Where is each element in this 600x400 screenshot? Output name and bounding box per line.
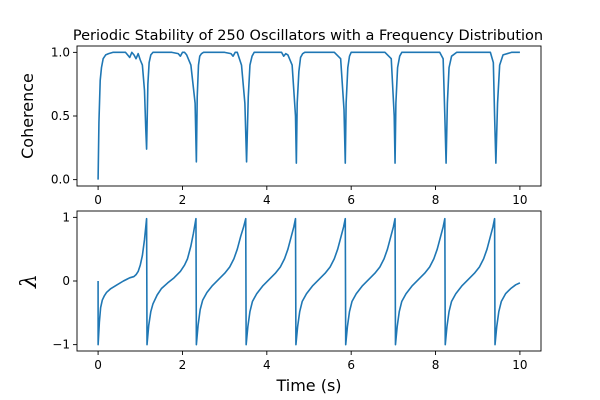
coherence-y-tick-label: 1.0 xyxy=(51,45,70,59)
lambda-x-tick-label: 6 xyxy=(347,358,355,372)
lambda-series-line xyxy=(97,217,521,346)
lambda-y-tick-label: −1 xyxy=(52,338,70,352)
coherence-x-tick-label: 2 xyxy=(179,193,187,207)
lambda-y-axis-label: λ xyxy=(17,274,42,289)
lambda-y-tick-label: 1 xyxy=(62,210,70,224)
coherence-x-tick-label: 10 xyxy=(512,193,527,207)
coherence-subplot: 0 2 4 6 8 10 0.0 0.5 1.0 Coherence xyxy=(18,45,542,207)
lambda-x-tick-label: 4 xyxy=(263,358,271,372)
chart-title: Periodic Stability of 250 Oscillators wi… xyxy=(73,28,543,44)
coherence-x-tick-label: 4 xyxy=(263,193,271,207)
lambda-y-tick-label: 0 xyxy=(62,274,70,288)
lambda-x-tick-label: 2 xyxy=(179,358,187,372)
lambda-x-tick-label: 10 xyxy=(512,358,527,372)
lambda-x-tick-label: 0 xyxy=(94,358,102,372)
coherence-x-tick-label: 6 xyxy=(347,193,355,207)
coherence-y-tick-label: 0.5 xyxy=(51,109,70,123)
coherence-series-line xyxy=(97,51,520,180)
coherence-x-tick-label: 8 xyxy=(432,193,440,207)
lambda-x-axis-label: Time (s) xyxy=(275,376,341,395)
coherence-y-tick-label: 0.0 xyxy=(51,173,70,187)
lambda-subplot: 0 2 4 6 8 10 −1 0 1 λ Time (s) xyxy=(17,210,542,395)
lambda-x-tick-label: 8 xyxy=(432,358,440,372)
coherence-y-axis-label: Coherence xyxy=(18,73,37,159)
coherence-x-tick-label: 0 xyxy=(94,193,102,207)
